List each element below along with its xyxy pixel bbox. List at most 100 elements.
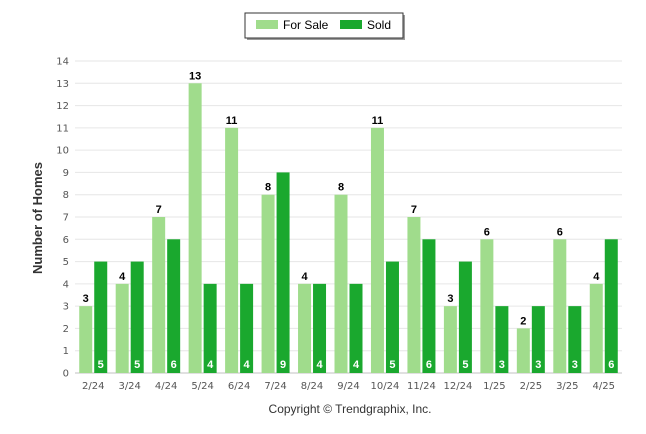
data-label-for-sale: 7 (411, 204, 417, 216)
data-label-sold: 4 (353, 359, 360, 371)
y-tick-label: 4 (63, 279, 69, 290)
x-tick-label: 5/24 (191, 381, 213, 392)
bar-for-sale (225, 127, 239, 373)
y-tick-label: 14 (56, 57, 69, 68)
grid (75, 60, 622, 374)
legend: For Sale Sold (244, 12, 405, 40)
x-tick-label: 10/24 (371, 381, 400, 392)
x-tick-label: 4/24 (155, 381, 177, 392)
y-tick-label: 2 (63, 324, 69, 335)
y-tick-label: 6 (63, 235, 69, 246)
y-tick-label: 8 (63, 190, 69, 201)
y-tick-label: 10 (56, 146, 69, 157)
bar-sold (495, 306, 509, 373)
data-label-sold: 4 (207, 359, 214, 371)
y-tick-label: 9 (63, 168, 69, 179)
y-tick-label: 3 (63, 302, 69, 313)
data-label-sold: 3 (572, 359, 578, 371)
x-tick-label: 4/25 (593, 381, 615, 392)
data-label-for-sale: 11 (226, 115, 238, 127)
bar-sold (94, 261, 108, 373)
data-label-sold: 4 (244, 359, 251, 371)
x-tick-label: 11/24 (407, 381, 436, 392)
bar-for-sale (516, 328, 530, 373)
x-tick-label: 3/25 (556, 381, 578, 392)
bar-for-sale (261, 194, 275, 373)
x-tick-label: 12/24 (443, 381, 472, 392)
data-label-for-sale: 11 (372, 115, 384, 127)
y-tick-label: 5 (63, 257, 69, 268)
x-tick-label: 3/24 (118, 381, 140, 392)
y-tick-label: 12 (56, 101, 69, 112)
legend-label-for-sale: For Sale (283, 18, 329, 32)
legend-swatch-sold (340, 20, 362, 29)
data-label-sold: 6 (171, 359, 177, 371)
data-label-for-sale: 2 (520, 315, 526, 327)
data-label-sold: 9 (280, 359, 286, 371)
bar-sold (130, 261, 144, 373)
x-tick-label: 8/24 (301, 381, 323, 392)
bar-for-sale (480, 239, 494, 373)
y-tick-label: 7 (63, 213, 69, 224)
y-tick-label: 1 (63, 346, 69, 357)
y-tick-label: 13 (56, 79, 69, 90)
bar-for-sale (298, 283, 312, 373)
data-label-sold: 3 (499, 359, 505, 371)
x-axis-ticks: 2/24 3/24 4/24 5/24 6/24 7/24 8/24 9/24 10/24 11/… (82, 381, 615, 392)
data-label-for-sale: 4 (119, 271, 126, 283)
bar-sold (167, 239, 181, 373)
bar-for-sale (370, 127, 384, 373)
bar-for-sale (443, 306, 457, 373)
bar-sold (422, 239, 436, 373)
data-label-sold: 5 (389, 359, 395, 371)
x-tick-label: 7/24 (264, 381, 286, 392)
bar-sold (385, 261, 399, 373)
data-label-for-sale: 4 (301, 271, 308, 283)
data-label-for-sale: 8 (265, 182, 271, 194)
bar-for-sale (589, 283, 603, 373)
legend-label-sold: Sold (367, 18, 391, 32)
y-tick-label: 0 (63, 369, 69, 380)
bar-sold (313, 283, 327, 373)
bar-sold (531, 306, 545, 373)
bar-sold (240, 283, 254, 373)
bar-for-sale (79, 306, 93, 373)
bar-for-sale (188, 83, 202, 374)
data-label-for-sale: 6 (484, 226, 490, 238)
data-label-sold: 6 (608, 359, 614, 371)
y-tick-label: 11 (56, 123, 69, 134)
x-tick-label: 2/24 (82, 381, 104, 392)
bar-for-sale (152, 217, 166, 373)
data-label-for-sale: 3 (83, 293, 89, 305)
bar-sold (349, 283, 363, 373)
bar-for-sale (553, 239, 567, 373)
data-label-for-sale: 4 (593, 271, 600, 283)
x-tick-label: 2/25 (520, 381, 542, 392)
data-label-for-sale: 13 (189, 70, 201, 82)
bar-sold (203, 283, 217, 373)
data-label-sold: 5 (462, 359, 468, 371)
bar-sold (276, 172, 290, 373)
x-tick-label: 6/24 (228, 381, 250, 392)
data-label-for-sale: 8 (338, 182, 344, 194)
y-axis-label: Number of Homes (30, 162, 45, 274)
x-tick-label: 9/24 (337, 381, 359, 392)
bar-sold (604, 239, 618, 373)
bar-for-sale (407, 217, 421, 373)
data-label-sold: 5 (98, 359, 104, 371)
data-label-for-sale: 7 (156, 204, 162, 216)
data-label-for-sale: 3 (447, 293, 453, 305)
bar-for-sale (334, 194, 348, 373)
data-label-sold: 3 (535, 359, 541, 371)
x-tick-label: 1/25 (483, 381, 505, 392)
data-label-sold: 6 (426, 359, 432, 371)
legend-swatch-for-sale (256, 20, 278, 29)
bar-sold (458, 261, 472, 373)
copyright-credit: Copyright © Trendgraphix, Inc. (269, 402, 432, 416)
data-label-sold: 4 (316, 359, 323, 371)
data-label-for-sale: 6 (557, 226, 563, 238)
bar-for-sale (115, 283, 129, 373)
data-label-sold: 5 (134, 359, 140, 371)
